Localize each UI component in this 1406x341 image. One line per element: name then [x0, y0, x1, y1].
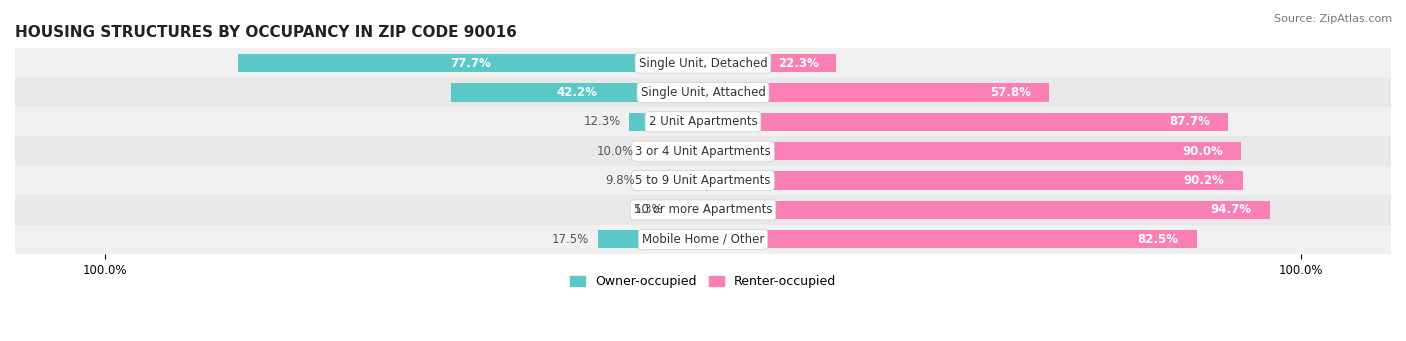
- Text: Mobile Home / Other: Mobile Home / Other: [641, 233, 765, 246]
- Text: 9.8%: 9.8%: [606, 174, 636, 187]
- Bar: [15, 78, 1391, 107]
- Bar: [703, 83, 1049, 102]
- Bar: [671, 201, 703, 219]
- Text: 90.0%: 90.0%: [1182, 145, 1223, 158]
- Bar: [15, 225, 1391, 254]
- Bar: [703, 54, 837, 72]
- Bar: [644, 172, 703, 190]
- Bar: [15, 107, 1391, 136]
- Text: 82.5%: 82.5%: [1137, 233, 1178, 246]
- Bar: [703, 230, 1197, 249]
- Text: 22.3%: 22.3%: [778, 57, 818, 70]
- Text: 87.7%: 87.7%: [1168, 115, 1209, 128]
- Text: Source: ZipAtlas.com: Source: ZipAtlas.com: [1274, 14, 1392, 24]
- Bar: [703, 172, 1243, 190]
- Bar: [450, 83, 703, 102]
- Text: Single Unit, Attached: Single Unit, Attached: [641, 86, 765, 99]
- Bar: [643, 142, 703, 160]
- Bar: [703, 142, 1241, 160]
- Text: 90.2%: 90.2%: [1184, 174, 1225, 187]
- Text: 3 or 4 Unit Apartments: 3 or 4 Unit Apartments: [636, 145, 770, 158]
- Bar: [15, 195, 1391, 225]
- Text: 17.5%: 17.5%: [553, 233, 589, 246]
- Text: 2 Unit Apartments: 2 Unit Apartments: [648, 115, 758, 128]
- Text: 10.0%: 10.0%: [598, 145, 634, 158]
- Legend: Owner-occupied, Renter-occupied: Owner-occupied, Renter-occupied: [565, 270, 841, 293]
- Text: 57.8%: 57.8%: [990, 86, 1031, 99]
- Text: 5.3%: 5.3%: [633, 204, 662, 217]
- Text: 94.7%: 94.7%: [1211, 204, 1251, 217]
- Text: 10 or more Apartments: 10 or more Apartments: [634, 204, 772, 217]
- Text: 5 to 9 Unit Apartments: 5 to 9 Unit Apartments: [636, 174, 770, 187]
- Bar: [703, 201, 1270, 219]
- Bar: [15, 166, 1391, 195]
- Bar: [630, 113, 703, 131]
- Text: 77.7%: 77.7%: [450, 57, 491, 70]
- Text: Single Unit, Detached: Single Unit, Detached: [638, 57, 768, 70]
- Bar: [238, 54, 703, 72]
- Text: 42.2%: 42.2%: [557, 86, 598, 99]
- Bar: [15, 136, 1391, 166]
- Bar: [15, 48, 1391, 78]
- Text: 12.3%: 12.3%: [583, 115, 620, 128]
- Bar: [599, 230, 703, 249]
- Bar: [703, 113, 1227, 131]
- Text: HOUSING STRUCTURES BY OCCUPANCY IN ZIP CODE 90016: HOUSING STRUCTURES BY OCCUPANCY IN ZIP C…: [15, 25, 517, 40]
